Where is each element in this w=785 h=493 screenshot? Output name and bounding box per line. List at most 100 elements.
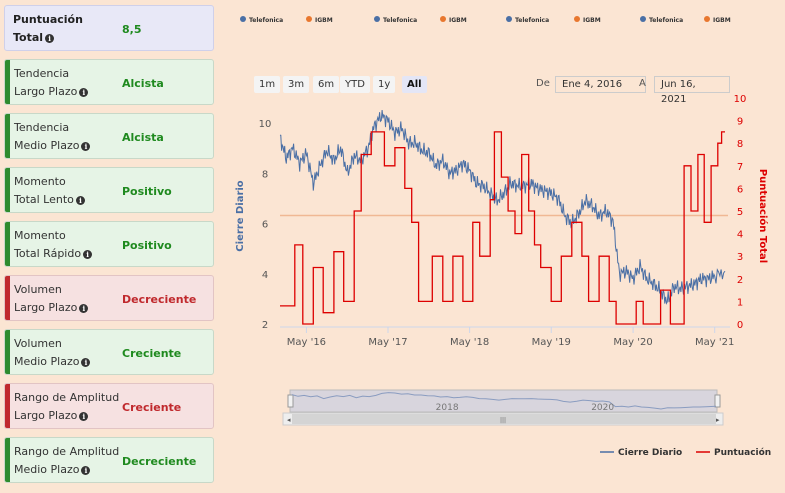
top-legend-item[interactable]: IGBM — [583, 17, 601, 24]
info-icon[interactable]: i — [81, 466, 91, 475]
range-button-1m[interactable]: 1m — [254, 76, 281, 93]
card-label-line1: Momento — [14, 229, 66, 242]
card-accent-bar — [5, 222, 10, 266]
card-accent-bar — [5, 384, 10, 428]
card-label-line2: Total Rápido i — [14, 245, 93, 263]
x-tick-label: May '20 — [613, 337, 652, 348]
card-label-line2: Largo Plazo i — [14, 407, 119, 425]
top-legend-item[interactable]: Telefonica — [383, 17, 418, 24]
card-accent-bar — [5, 114, 10, 158]
legend-dot-icon — [306, 16, 312, 22]
card-label-text: Largo Plazo — [14, 85, 78, 98]
card-label-text: Total — [13, 31, 44, 44]
card-label-line1: Tendencia — [14, 67, 70, 80]
info-icon[interactable]: i — [79, 412, 89, 421]
card-label-text: Largo Plazo — [14, 409, 78, 422]
indicator-card: Momento Total Lento i Positivo — [4, 167, 214, 213]
y-right-tick-label: 7 — [737, 162, 743, 173]
card-label-text: Total Lento — [14, 193, 74, 206]
y-right-tick-label: 3 — [737, 252, 743, 263]
indicator-card: Rango de Amplitud Largo Plazo i Creciente — [4, 383, 214, 429]
x-tick-label: May '16 — [287, 337, 326, 348]
legend-item-cierre-diario[interactable]: Cierre Diario — [618, 448, 682, 458]
card-value: Positivo — [122, 239, 172, 252]
legend-dot-icon — [440, 16, 446, 22]
from-label: De — [536, 78, 550, 89]
card-label-line2: Total i — [13, 29, 83, 47]
card-label-text: Medio Plazo — [14, 463, 80, 476]
legend-dot-icon — [574, 16, 580, 22]
top-legend-item[interactable]: Telefonica — [515, 17, 550, 24]
y-right-tick-label: 1 — [737, 297, 743, 308]
card-label: Momento Total Lento i — [14, 173, 85, 209]
legend-dot-icon — [240, 16, 246, 22]
range-button-6m[interactable]: 6m — [313, 76, 340, 93]
card-label: Tendencia Largo Plazo i — [14, 65, 89, 101]
card-value: Decreciente — [122, 455, 197, 468]
navigator-handle-right — [714, 394, 721, 408]
info-icon[interactable]: i — [45, 34, 55, 43]
card-value: Alcista — [122, 131, 164, 144]
y-right-tick-label: 2 — [737, 275, 743, 286]
top-legend-item[interactable]: Telefonica — [249, 17, 284, 24]
y-right-tick-label: 8 — [737, 139, 743, 150]
card-accent-bar — [5, 168, 10, 212]
top-legend-item[interactable]: Telefonica — [649, 17, 684, 24]
to-date-input[interactable]: Jun 16, 2021 — [654, 76, 730, 105]
indicator-card: Momento Total Rápido i Positivo — [4, 221, 214, 267]
from-date-input[interactable]: Ene 4, 2016 — [555, 76, 646, 93]
info-icon[interactable]: i — [83, 250, 93, 259]
y-left-tick-label: 6 — [262, 220, 268, 231]
card-label: Rango de Amplitud Medio Plazo i — [14, 443, 119, 479]
indicator-card: Rango de Amplitud Medio Plazo i Decreciente — [4, 437, 214, 483]
y-right-tick-label: 5 — [737, 207, 743, 218]
y-right-tick-label: 9 — [737, 117, 743, 128]
navigator-window — [289, 389, 718, 413]
card-label-text: Medio Plazo — [14, 355, 80, 368]
info-icon[interactable]: i — [79, 88, 89, 97]
indicator-card: Tendencia Largo Plazo i Alcista — [4, 59, 214, 105]
info-icon[interactable]: i — [81, 358, 91, 367]
card-label-line2: Largo Plazo i — [14, 299, 89, 317]
top-legend-item[interactable]: IGBM — [449, 17, 467, 24]
range-button-3m[interactable]: 3m — [283, 76, 310, 93]
legend-item-puntuacion[interactable]: Puntuación — [714, 447, 771, 458]
card-label-line1: Momento — [14, 175, 66, 188]
range-button-ytd[interactable]: YTD — [340, 76, 370, 93]
card-accent-bar — [5, 330, 10, 374]
info-icon[interactable]: i — [79, 304, 89, 313]
legend-dot-icon — [704, 16, 710, 22]
navigator-series-line — [291, 392, 717, 410]
card-value: Creciente — [122, 347, 182, 360]
card-label-line1: Volumen — [14, 337, 62, 350]
card-label: Volumen Medio Plazo i — [14, 335, 91, 371]
navigator-year-label: 2020 — [591, 403, 614, 413]
info-icon[interactable]: i — [81, 142, 91, 151]
card-label: Momento Total Rápido i — [14, 227, 93, 263]
card-label-line1: Rango de Amplitud — [14, 391, 120, 404]
y-left-tick-label: 2 — [262, 320, 268, 331]
y-right-tick-label: 10 — [734, 94, 747, 105]
scroll-left-icon: ◂ — [287, 416, 291, 424]
navigator-scrollbar — [282, 412, 724, 426]
to-label: A — [639, 78, 646, 89]
card-label-line1: Tendencia — [14, 121, 70, 134]
range-button-1y[interactable]: 1y — [373, 76, 396, 93]
x-tick-label: May '19 — [532, 337, 571, 348]
y-left-tick-label: 8 — [262, 169, 268, 180]
top-legend-item[interactable]: IGBM — [713, 17, 731, 24]
card-label-line2: Largo Plazo i — [14, 83, 89, 101]
y-left-axis-title: Cierre Diario — [235, 180, 246, 252]
navigator-handle-left — [287, 394, 294, 408]
card-label: Tendencia Medio Plazo i — [14, 119, 91, 155]
card-value: Alcista — [122, 77, 164, 90]
card-label-line2: Medio Plazo i — [14, 461, 119, 479]
top-legend-item[interactable]: IGBM — [315, 17, 333, 24]
legend-dot-icon — [506, 16, 512, 22]
card-label-text: Total Rápido — [14, 247, 82, 260]
info-icon[interactable]: i — [75, 196, 85, 205]
range-button-all[interactable]: All — [402, 76, 427, 93]
y-right-tick-label: 0 — [737, 320, 743, 331]
navigator-year-label: 2018 — [436, 403, 459, 413]
card-accent-bar — [5, 60, 10, 104]
